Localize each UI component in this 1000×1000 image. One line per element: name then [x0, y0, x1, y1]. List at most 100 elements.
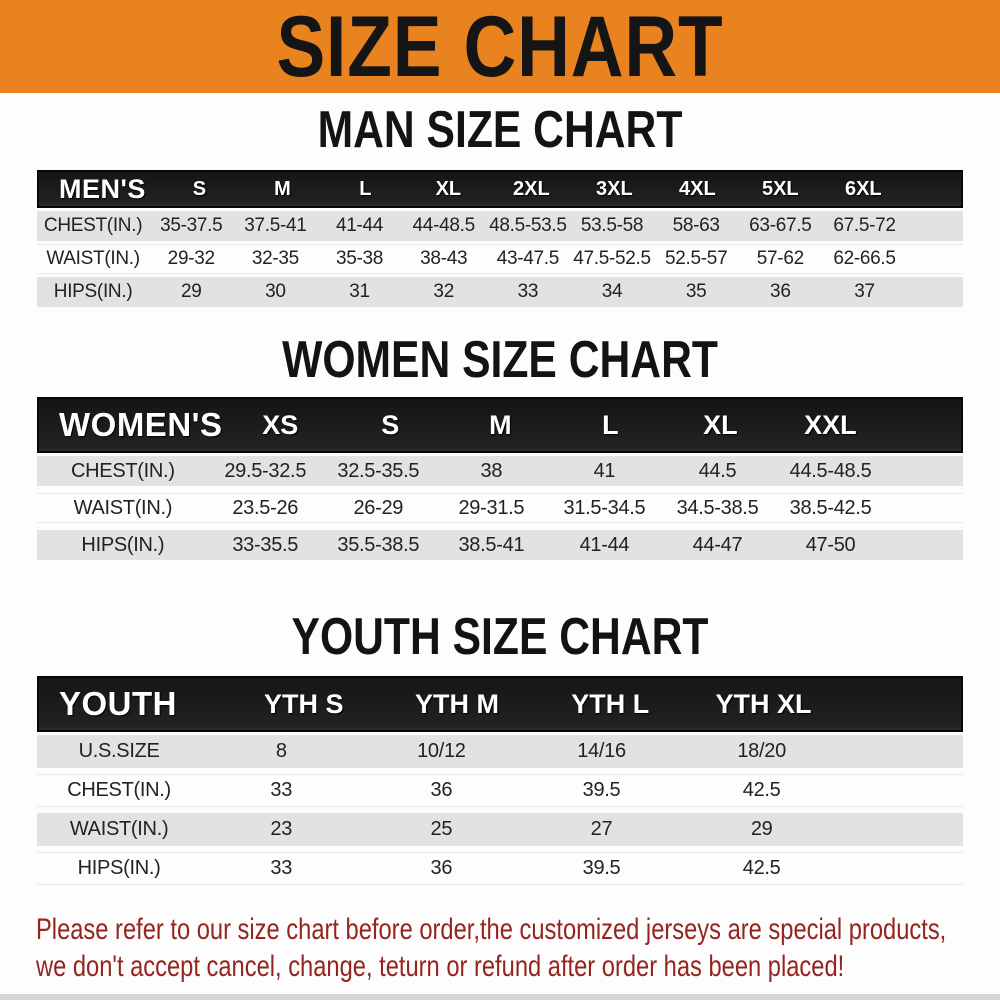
youth-header-label: YOUTH [59, 685, 177, 722]
size-value-cell: 37.5-41 [244, 215, 307, 236]
size-value-cell: 41-44 [335, 215, 384, 236]
size-value-cell: 41 [593, 459, 616, 482]
size-value-cell: 38.5-41 [458, 533, 525, 556]
column-header: 5XL [761, 177, 799, 200]
row-label: CHEST(IN.) [67, 779, 171, 801]
women-size-chart: WOMEN SIZE CHART WOMEN'S XS S M L XL XXL CHES… [0, 331, 1000, 560]
women-header-label: WOMEN'S [59, 406, 223, 443]
size-value-cell: 36 [770, 281, 791, 302]
size-value-cell: 52.5-57 [665, 248, 728, 269]
row-label: WAIST(IN.) [46, 248, 140, 269]
page-title: SIZE CHART [276, 0, 724, 95]
youth-table-rows: U.S.SIZE 8 10/12 14/16 18/20 CHEST(IN.) 33 36 39… [37, 735, 963, 885]
column-header: S [381, 409, 400, 440]
size-value-cell: 32.5-35.5 [337, 459, 420, 482]
size-value-cell: 31 [349, 281, 370, 302]
size-value-cell: 36 [430, 857, 453, 879]
column-header: 3XL [596, 177, 633, 200]
size-value-cell: 27 [590, 818, 613, 840]
table-row: U.S.SIZE 8 10/12 14/16 18/20 [37, 735, 963, 768]
row-label: WAIST(IN.) [73, 496, 173, 519]
size-value-cell: 34.5-38.5 [676, 496, 759, 519]
table-row: CHEST(IN.) 29.5-32.5 32.5-35.5 38 41 44.5 44.5… [37, 456, 963, 486]
size-value-cell: 37 [854, 281, 875, 302]
column-header: 2XL [513, 177, 550, 200]
row-label: HIPS(IN.) [77, 857, 161, 879]
order-notice: Please refer to our size chart before or… [0, 911, 1000, 985]
size-value-cell: 34 [601, 281, 623, 302]
size-value-cell: 36 [430, 779, 453, 801]
man-chart-title: MAN SIZE CHART [317, 101, 683, 159]
man-table-header: MEN'S S M L XL 2XL 3XL 4XL 5XL 6XL [37, 170, 963, 208]
size-value-cell: 38.5-42.5 [789, 496, 872, 519]
bottom-strip [0, 994, 1000, 1000]
women-chart-title: WOMEN SIZE CHART [282, 331, 718, 389]
column-header: L [359, 177, 372, 200]
table-row: HIPS(IN.) 29 30 31 32 33 34 35 36 37 [37, 277, 963, 307]
size-value-cell: 33 [270, 857, 293, 879]
size-value-cell: 18/20 [737, 740, 786, 762]
man-size-columns: S M L XL 2XL 3XL 4XL 5XL 6XL [158, 178, 961, 201]
man-size-chart: MAN SIZE CHART MEN'S S M L XL 2XL 3XL 4XL 5XL 6X… [0, 101, 1000, 307]
column-header: M [489, 409, 512, 440]
row-label: CHEST(IN.) [71, 459, 175, 482]
size-value-cell: 58-63 [672, 215, 720, 236]
youth-table-header: YOUTH YTH S YTH M YTH L YTH XL [37, 676, 963, 732]
man-table-rows: CHEST(IN.) 35-37.5 37.5-41 41-44 44-48.5 48.5… [37, 211, 963, 307]
size-value-cell: 35-37.5 [160, 215, 223, 236]
size-value-cell: 48.5-53.5 [489, 215, 567, 236]
size-value-cell: 26-29 [353, 496, 404, 519]
size-value-cell: 44-47 [692, 533, 743, 556]
size-value-cell: 43-47.5 [496, 248, 560, 269]
size-value-cell: 29.5-32.5 [224, 459, 307, 482]
size-value-cell: 63-67.5 [749, 215, 812, 236]
youth-chart-title: YOUTH SIZE CHART [291, 608, 709, 666]
size-value-cell: 29 [180, 281, 202, 302]
table-row: CHEST(IN.) 35-37.5 37.5-41 41-44 44-48.5 48.5… [37, 211, 963, 241]
youth-size-columns: YTH S YTH M YTH L YTH XL [227, 689, 961, 720]
column-header: M [274, 177, 291, 200]
women-table-header: WOMEN'S XS S M L XL XXL [37, 397, 963, 453]
size-value-cell: 47.5-52.5 [573, 248, 651, 269]
table-row: CHEST(IN.) 33 36 39.5 42.5 [37, 774, 963, 807]
size-value-cell: 42.5 [742, 779, 781, 801]
man-header-label: MEN'S [59, 173, 146, 204]
notice-line-2: we don't accept cancel, change, teturn o… [36, 950, 845, 983]
size-value-cell: 29 [750, 818, 773, 840]
column-header: XL [703, 409, 738, 440]
size-value-cell: 42.5 [742, 857, 781, 879]
table-row: WAIST(IN.) 23.5-26 26-29 29-31.5 31.5-34.5 34… [37, 493, 963, 523]
size-value-cell: 25 [430, 818, 453, 840]
size-value-cell: 33-35.5 [232, 533, 299, 556]
column-header: XS [262, 409, 299, 440]
size-value-cell: 39.5 [582, 779, 621, 801]
column-header: 4XL [678, 177, 716, 200]
table-row: WAIST(IN.) 23 25 27 29 [37, 813, 963, 846]
size-value-cell: 41-44 [579, 533, 630, 556]
column-header: YTH XL [715, 688, 812, 719]
size-value-cell: 38 [480, 459, 503, 482]
youth-size-chart: YOUTH SIZE CHART YOUTH YTH S YTH M YTH L YT… [0, 608, 1000, 885]
column-header: XL [435, 177, 462, 200]
size-value-cell: 29-31.5 [458, 496, 525, 519]
size-value-cell: 32 [433, 281, 454, 302]
size-value-cell: 38-43 [420, 248, 468, 269]
size-value-cell: 23 [270, 818, 293, 840]
size-value-cell: 47-50 [805, 533, 856, 556]
size-value-cell: 33 [517, 281, 539, 302]
women-table-rows: CHEST(IN.) 29.5-32.5 32.5-35.5 38 41 44.5 44.5… [37, 456, 963, 560]
size-value-cell: 35-38 [335, 248, 384, 269]
row-label: HIPS(IN.) [81, 533, 165, 556]
size-value-cell: 14/16 [577, 740, 626, 762]
size-value-cell: 35.5-38.5 [337, 533, 420, 556]
row-label: HIPS(IN.) [53, 281, 133, 302]
size-value-cell: 44.5-48.5 [789, 459, 872, 482]
row-label: CHEST(IN.) [43, 215, 143, 236]
row-label: U.S.SIZE [78, 740, 160, 762]
women-size-columns: XS S M L XL XXL [225, 410, 961, 441]
size-value-cell: 44.5 [698, 459, 737, 482]
size-value-cell: 29-32 [167, 248, 215, 269]
column-header: S [192, 177, 207, 200]
column-header: XXL [804, 409, 857, 440]
size-value-cell: 32-35 [251, 248, 299, 269]
